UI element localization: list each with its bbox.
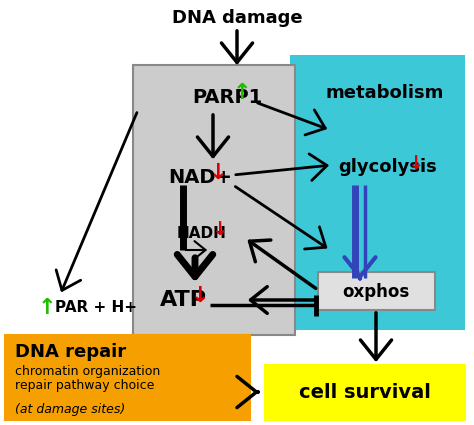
Bar	[318, 272, 435, 310]
Text: ↑: ↑	[38, 298, 56, 318]
Text: ↓: ↓	[407, 153, 423, 173]
Text: DNA repair: DNA repair	[15, 343, 126, 361]
Bar	[265, 365, 465, 420]
Text: chromatin organization: chromatin organization	[15, 365, 160, 377]
Text: repair pathway choice: repair pathway choice	[15, 380, 155, 393]
Text: ↑: ↑	[233, 83, 251, 103]
Text: metabolism: metabolism	[326, 84, 444, 102]
Bar	[133, 65, 295, 335]
Text: NADH: NADH	[177, 226, 227, 241]
Text: (at damage sites): (at damage sites)	[15, 403, 125, 416]
Text: PAR + H+: PAR + H+	[55, 300, 137, 315]
Text: ↓: ↓	[209, 163, 228, 183]
Text: cell survival: cell survival	[299, 383, 431, 402]
Text: oxphos: oxphos	[342, 283, 410, 301]
Text: ATP: ATP	[160, 290, 207, 310]
Text: glycolysis: glycolysis	[338, 158, 437, 176]
Text: ↓: ↓	[191, 286, 210, 306]
Bar	[5, 335, 250, 420]
Text: NAD+: NAD+	[168, 167, 232, 187]
Text: ↓: ↓	[211, 219, 227, 238]
Bar	[290, 55, 465, 330]
Text: DNA damage: DNA damage	[172, 9, 302, 27]
Text: PARP1: PARP1	[192, 88, 262, 107]
